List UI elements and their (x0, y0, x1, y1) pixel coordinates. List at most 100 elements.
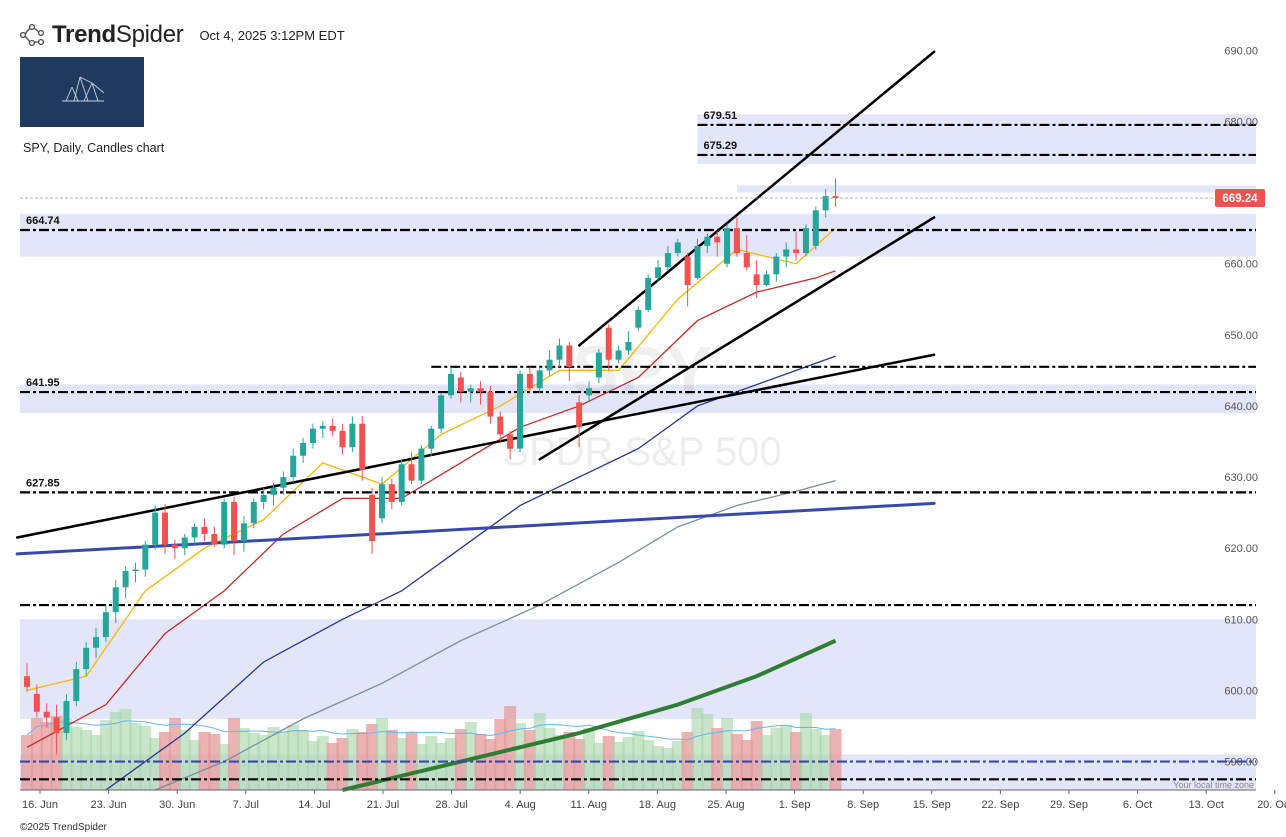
candle-body (339, 430, 346, 448)
volume-bar (50, 716, 63, 790)
y-tick-label: 600.00 (1224, 685, 1258, 697)
candle-body (793, 249, 800, 254)
volume-bar (583, 728, 596, 790)
x-tick-label: 4. Aug (505, 799, 536, 811)
volume-bar (523, 730, 536, 790)
volume-bar (533, 713, 546, 790)
volume-bar (415, 744, 428, 790)
y-tick-label: 620.00 (1224, 543, 1258, 555)
price-zone (697, 114, 1256, 165)
candle-body (447, 373, 454, 396)
candle-body (83, 647, 90, 670)
candle-body (102, 612, 109, 638)
volume-bar (336, 738, 349, 790)
candle-body (625, 341, 632, 351)
horizontal-levels: 679.51 675.29 664.74 641.95 627.85 (20, 110, 1256, 781)
candle-body (635, 309, 642, 328)
candle-body (43, 711, 50, 718)
candle-body (704, 236, 711, 246)
candle-body (664, 253, 671, 268)
level-label: 627.85 (26, 477, 60, 489)
volume-bar (444, 738, 457, 790)
price-zones (20, 114, 1256, 790)
volume-bar (277, 732, 290, 790)
candle-body (467, 388, 474, 392)
y-tick-label: 650.00 (1224, 330, 1258, 342)
x-tick-label: 30. Jun (159, 799, 195, 811)
volume-bar (366, 724, 379, 790)
volume-bar (632, 731, 645, 790)
candle-body (487, 391, 494, 417)
volume-bar (721, 718, 734, 790)
volume-bar (592, 743, 605, 790)
volume-bar (228, 718, 241, 790)
candle-body (743, 253, 750, 268)
candle-body (753, 274, 760, 286)
candle-body (773, 256, 780, 275)
volume-bar (267, 727, 280, 790)
x-tick-label: 20. Oct (1257, 799, 1286, 811)
candle-body (418, 448, 425, 481)
volume-bar (622, 737, 635, 790)
header: Trend Spider Oct 4, 2025 3:12PM EDT (18, 20, 345, 50)
volume-bar (642, 740, 655, 790)
volume-bar (257, 735, 270, 790)
last-price-badge (1215, 188, 1265, 207)
watermark-name: SPDR S&P 500 (502, 430, 781, 474)
volume-bar (730, 734, 743, 790)
volume-bar (40, 722, 53, 790)
candle-body (112, 587, 119, 613)
candle-body (132, 569, 139, 571)
volume-bar (474, 734, 487, 790)
candle-body (33, 693, 40, 712)
x-tick-label: 23. Jun (91, 799, 127, 811)
y-tick-label: 680.00 (1224, 116, 1258, 128)
trendspider-web-icon (20, 57, 144, 127)
volume-bars (21, 706, 842, 790)
moving-average-line (105, 355, 836, 791)
candle-body (359, 423, 366, 470)
candle-body (556, 345, 563, 360)
trendspider-logo-icon (19, 23, 45, 47)
brand: Trend Spider (18, 21, 184, 49)
volume-bar (129, 723, 142, 790)
volume-bar (602, 736, 615, 790)
footer: ©2025 TrendSpider (20, 822, 107, 833)
volume-bar (316, 736, 329, 790)
candle-body (497, 416, 504, 435)
y-tick-label: 660.00 (1224, 259, 1258, 271)
candle-body (714, 236, 721, 243)
candle-body (231, 501, 238, 542)
candle-body (181, 537, 188, 549)
volume-bar (99, 720, 112, 790)
candles (24, 178, 839, 755)
candle-body (595, 352, 602, 378)
volume-bar (198, 732, 211, 790)
volume-bar (168, 718, 181, 790)
x-tick-label: 1. Sep (779, 799, 811, 811)
candle-body (428, 428, 435, 449)
volume-bar (740, 740, 753, 790)
x-tick-label: 18. Aug (639, 799, 676, 811)
candle-body (24, 676, 30, 687)
candle-body (517, 373, 523, 449)
level-label: 664.74 (26, 215, 61, 227)
volume-bar (484, 739, 497, 790)
trendlines (15, 50, 936, 556)
moving-average-line (154, 479, 836, 791)
candle-body (240, 523, 247, 542)
candle-body (822, 196, 829, 211)
volume-bar (60, 719, 73, 790)
candle-body (645, 277, 652, 310)
level-label: 641.95 (26, 377, 60, 389)
x-tick-label: 29. Sep (1050, 799, 1088, 811)
x-tick-label: 21. Jul (367, 799, 399, 811)
candle-body (615, 350, 622, 360)
y-tick-label: 670.00 (1224, 188, 1258, 200)
volume-bar (750, 721, 763, 790)
volume-bar (218, 744, 231, 790)
volume-bar (494, 719, 507, 790)
chart-title: SPY, Daily, Candles chart (23, 141, 165, 155)
x-tick-label: 7. Jul (233, 799, 259, 811)
